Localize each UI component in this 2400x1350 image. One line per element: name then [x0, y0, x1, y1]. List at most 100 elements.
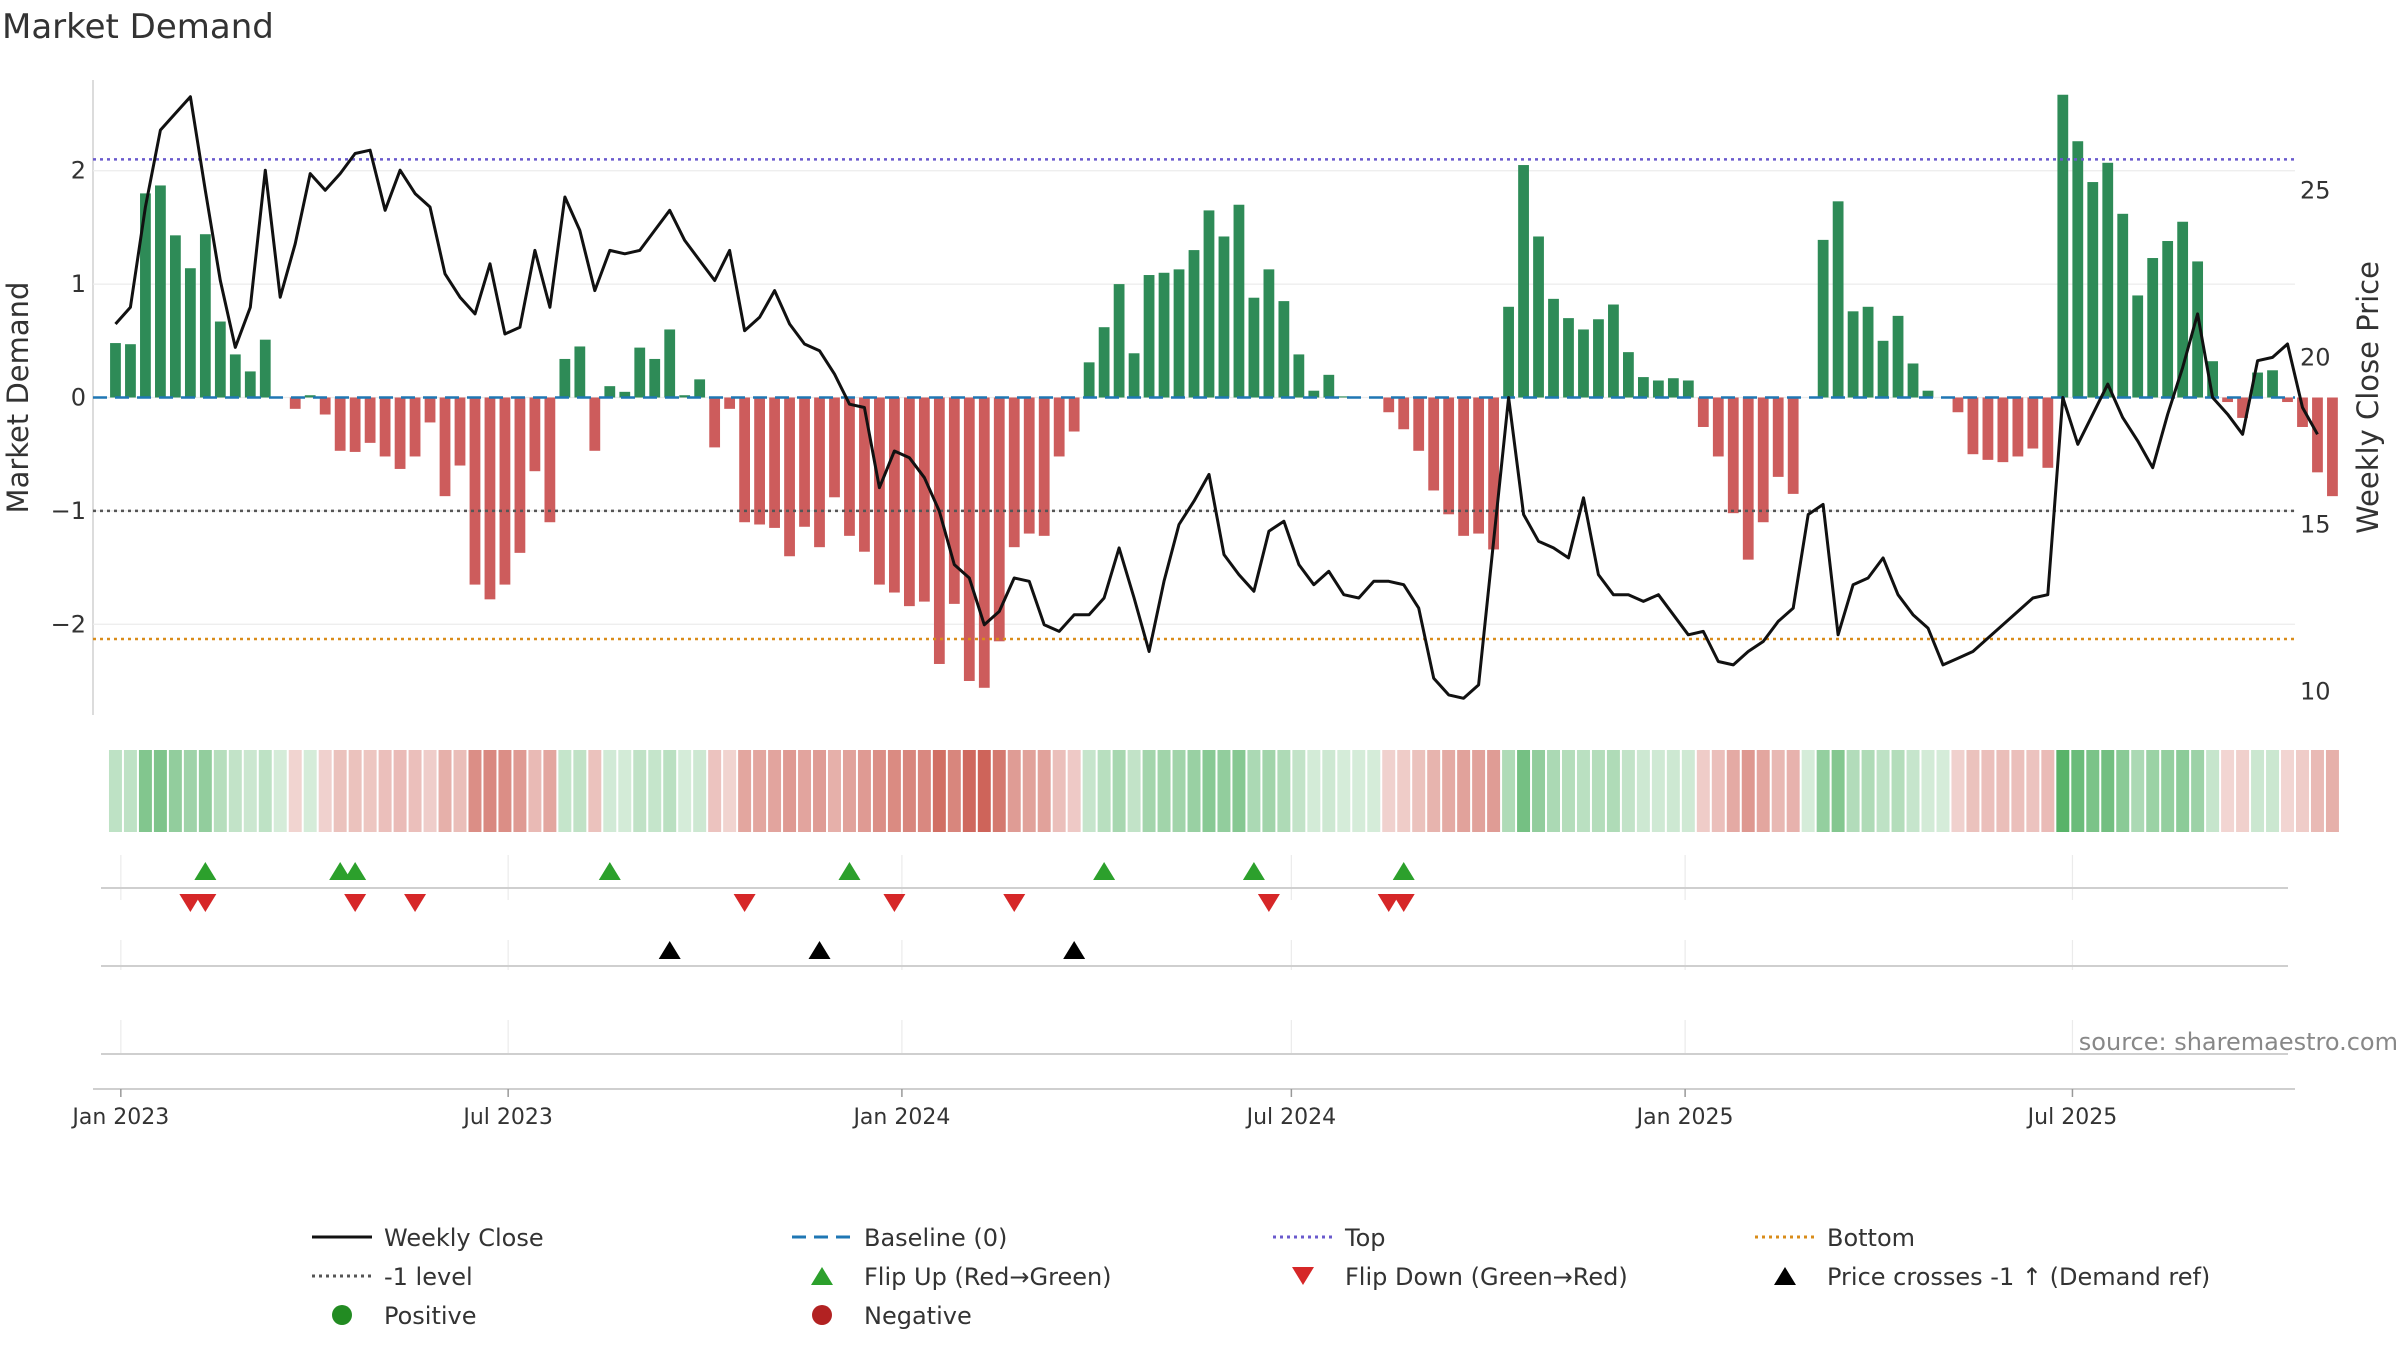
flip-up-marker	[329, 862, 352, 880]
heat-cell	[768, 750, 782, 832]
demand-bar-negative	[1712, 397, 1724, 457]
flip-up-marker	[1093, 862, 1116, 880]
demand-bar-positive	[2102, 162, 2114, 398]
heat-cell	[453, 750, 467, 832]
demand-bar-negative	[739, 397, 751, 523]
legend: Weekly Close Baseline (0) Top Bottom -1 leve…	[312, 1224, 2210, 1330]
demand-bar-positive	[2072, 141, 2084, 398]
date-tick-label: Jan 2023	[70, 1105, 169, 1130]
legend-item: Weekly Close	[312, 1224, 544, 1252]
legend-item: -1 level	[312, 1263, 473, 1291]
heat-cell	[947, 750, 961, 832]
demand-bar-positive	[199, 234, 211, 398]
demand-bar-positive	[559, 358, 571, 398]
heat-cell	[1427, 750, 1441, 832]
flip-down-marker	[883, 894, 906, 912]
demand-bar-positive	[125, 344, 136, 398]
demand-bar-positive	[2267, 370, 2278, 398]
legend-item: Bottom	[1755, 1224, 1915, 1252]
demand-bar-negative	[784, 397, 795, 557]
flip-up-marker	[194, 862, 217, 880]
left-tick-label: −1	[51, 497, 86, 525]
demand-bar-negative	[889, 397, 900, 593]
heat-cell	[1112, 750, 1126, 832]
heat-cell	[1052, 750, 1066, 832]
demand-bar-negative	[334, 397, 346, 451]
demand-bar-positive	[1922, 390, 1934, 398]
demand-bar-positive	[1847, 311, 1859, 398]
heat-cell	[1142, 750, 1156, 832]
demand-bar-negative	[1952, 397, 1964, 413]
demand-bar-negative	[1428, 397, 1440, 491]
heat-cell	[1457, 750, 1471, 832]
demand-bar-positive	[1533, 236, 1544, 398]
right-axis-title: Weekly Close Price	[2351, 261, 2385, 534]
demand-bar-positive	[679, 395, 691, 398]
heat-cell	[588, 750, 602, 832]
heat-cell	[2236, 750, 2250, 832]
demand-bar-positive	[634, 347, 646, 398]
heat-cell	[1621, 750, 1635, 832]
heat-cell	[902, 750, 916, 832]
demand-bar-negative	[1488, 397, 1499, 550]
demand-bar-positive	[574, 346, 586, 398]
demand-bar-negative	[409, 397, 421, 457]
source-note: source: sharemaestro.com	[2079, 1028, 2398, 1056]
heat-cell	[1696, 750, 1710, 832]
demand-bar-negative	[859, 397, 870, 552]
date-tick-label: Jan 2024	[851, 1105, 950, 1130]
heat-cell	[798, 750, 812, 832]
left-tick-label: 1	[71, 270, 86, 298]
heat-cell	[1397, 750, 1411, 832]
demand-bar-positive	[1832, 201, 1844, 398]
flip-down-marker	[344, 894, 367, 912]
heat-cell	[1711, 750, 1725, 832]
demand-bar-positive	[1263, 269, 1275, 398]
heat-cell	[2296, 750, 2309, 832]
heat-cell	[1292, 750, 1306, 832]
heat-cell	[333, 750, 347, 832]
heat-cell	[258, 750, 272, 832]
heat-cell	[1172, 750, 1186, 832]
demand-bar-negative	[769, 397, 780, 528]
demand-bar-positive	[2057, 94, 2069, 398]
heat-cell	[648, 750, 662, 832]
flip-up-marker	[598, 862, 621, 880]
heat-cell	[2101, 750, 2115, 832]
demand-bar-positive	[1293, 354, 1305, 398]
demand-bar-positive	[2252, 372, 2263, 398]
heat-cell	[1876, 750, 1890, 832]
heat-cell	[363, 750, 377, 832]
heat-cell	[1846, 750, 1860, 832]
cross-marker	[658, 941, 681, 959]
heat-cell	[723, 750, 737, 832]
heat-cell	[1756, 750, 1770, 832]
chart-title: Market Demand	[2, 7, 274, 47]
cross-marker	[808, 941, 831, 959]
demand-bar-positive	[1113, 284, 1125, 398]
legend-label: Negative	[864, 1302, 972, 1330]
demand-bar-negative	[993, 397, 1005, 642]
demand-bar-positive	[694, 379, 706, 398]
heat-cell	[1981, 750, 1995, 832]
demand-bar-negative	[1982, 397, 1994, 460]
heat-cell	[738, 750, 752, 832]
flip-down-marker	[404, 894, 427, 912]
demand-bar-positive	[259, 339, 271, 398]
heat-cell	[2131, 750, 2145, 832]
demand-bar-negative	[2042, 397, 2054, 468]
heat-cell	[528, 750, 542, 832]
demand-bar-positive	[110, 343, 121, 398]
flip-down-marker	[1377, 894, 1400, 912]
demand-bar-negative	[454, 397, 466, 466]
heat-cell	[1951, 750, 1965, 832]
demand-bar-positive	[304, 395, 316, 398]
heat-cell	[543, 750, 557, 832]
demand-bar-positive	[2162, 241, 2174, 398]
demand-bar-negative	[814, 397, 825, 548]
demand-bar-negative	[918, 397, 930, 602]
heat-cell	[498, 750, 512, 832]
demand-bar-positive	[1203, 210, 1215, 398]
legend-item: Baseline (0)	[792, 1224, 1007, 1252]
